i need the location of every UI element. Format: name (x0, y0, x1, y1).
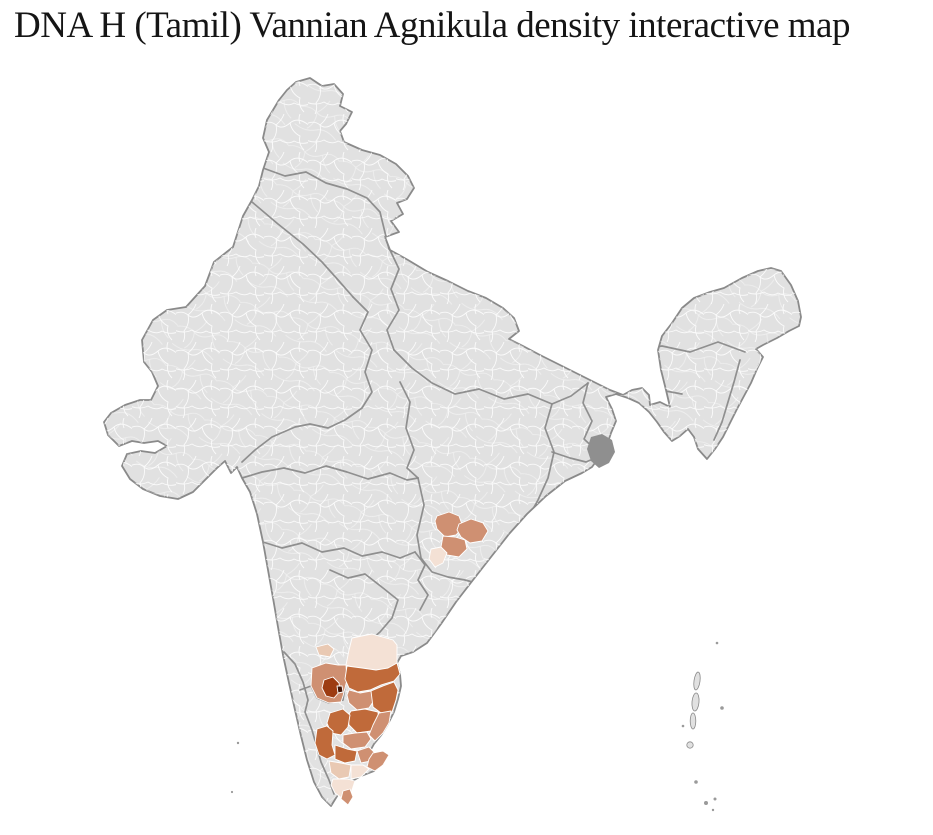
shaded-district[interactable] (342, 731, 372, 750)
delta-district-patch[interactable] (587, 434, 615, 468)
island-dot (236, 741, 240, 745)
island-dots (681, 641, 724, 812)
lakshadweep-islands[interactable] (230, 741, 240, 794)
state-border-line (399, 381, 419, 479)
andaman-nicobar-islands[interactable] (681, 641, 724, 812)
shaded-district[interactable] (334, 744, 358, 764)
shaded-district[interactable] (346, 689, 376, 711)
state-border-line (262, 541, 416, 559)
shaded-district[interactable] (328, 760, 352, 780)
shaded-district[interactable] (366, 750, 390, 772)
shaded-district[interactable] (368, 710, 392, 742)
state-border-line (241, 465, 419, 481)
shaded-district[interactable] (321, 676, 341, 699)
state-border-line (262, 167, 390, 250)
state-border-line (414, 551, 429, 611)
page-title: DNA H (Tamil) Vannian Agnikula density i… (14, 5, 850, 46)
south-india-cluster (310, 633, 401, 806)
island-dot (230, 790, 234, 794)
east-india-cluster (428, 511, 489, 568)
shaded-district[interactable] (326, 708, 351, 736)
state-border-line (241, 296, 373, 463)
state-border-line (393, 349, 589, 405)
shaded-district[interactable] (336, 685, 344, 694)
state-border-line (251, 201, 354, 298)
state-border-line (527, 403, 555, 519)
state-border-line (416, 477, 481, 585)
shaded-district[interactable] (344, 662, 401, 693)
shaded-district[interactable] (434, 511, 464, 538)
shaded-district[interactable] (340, 788, 354, 806)
state-border-line (386, 249, 400, 351)
state-border-line (713, 359, 741, 441)
shaded-district[interactable] (315, 643, 335, 658)
island[interactable] (693, 671, 701, 691)
shaded-district[interactable] (456, 518, 489, 544)
island[interactable] (686, 741, 694, 749)
shaded-district[interactable] (370, 681, 399, 714)
district-boundary-mesh (104, 78, 801, 806)
state-border-line (283, 651, 335, 795)
island[interactable] (691, 692, 700, 712)
shaded-district[interactable] (350, 764, 370, 780)
island[interactable] (689, 712, 697, 730)
shaded-district[interactable] (428, 546, 448, 568)
